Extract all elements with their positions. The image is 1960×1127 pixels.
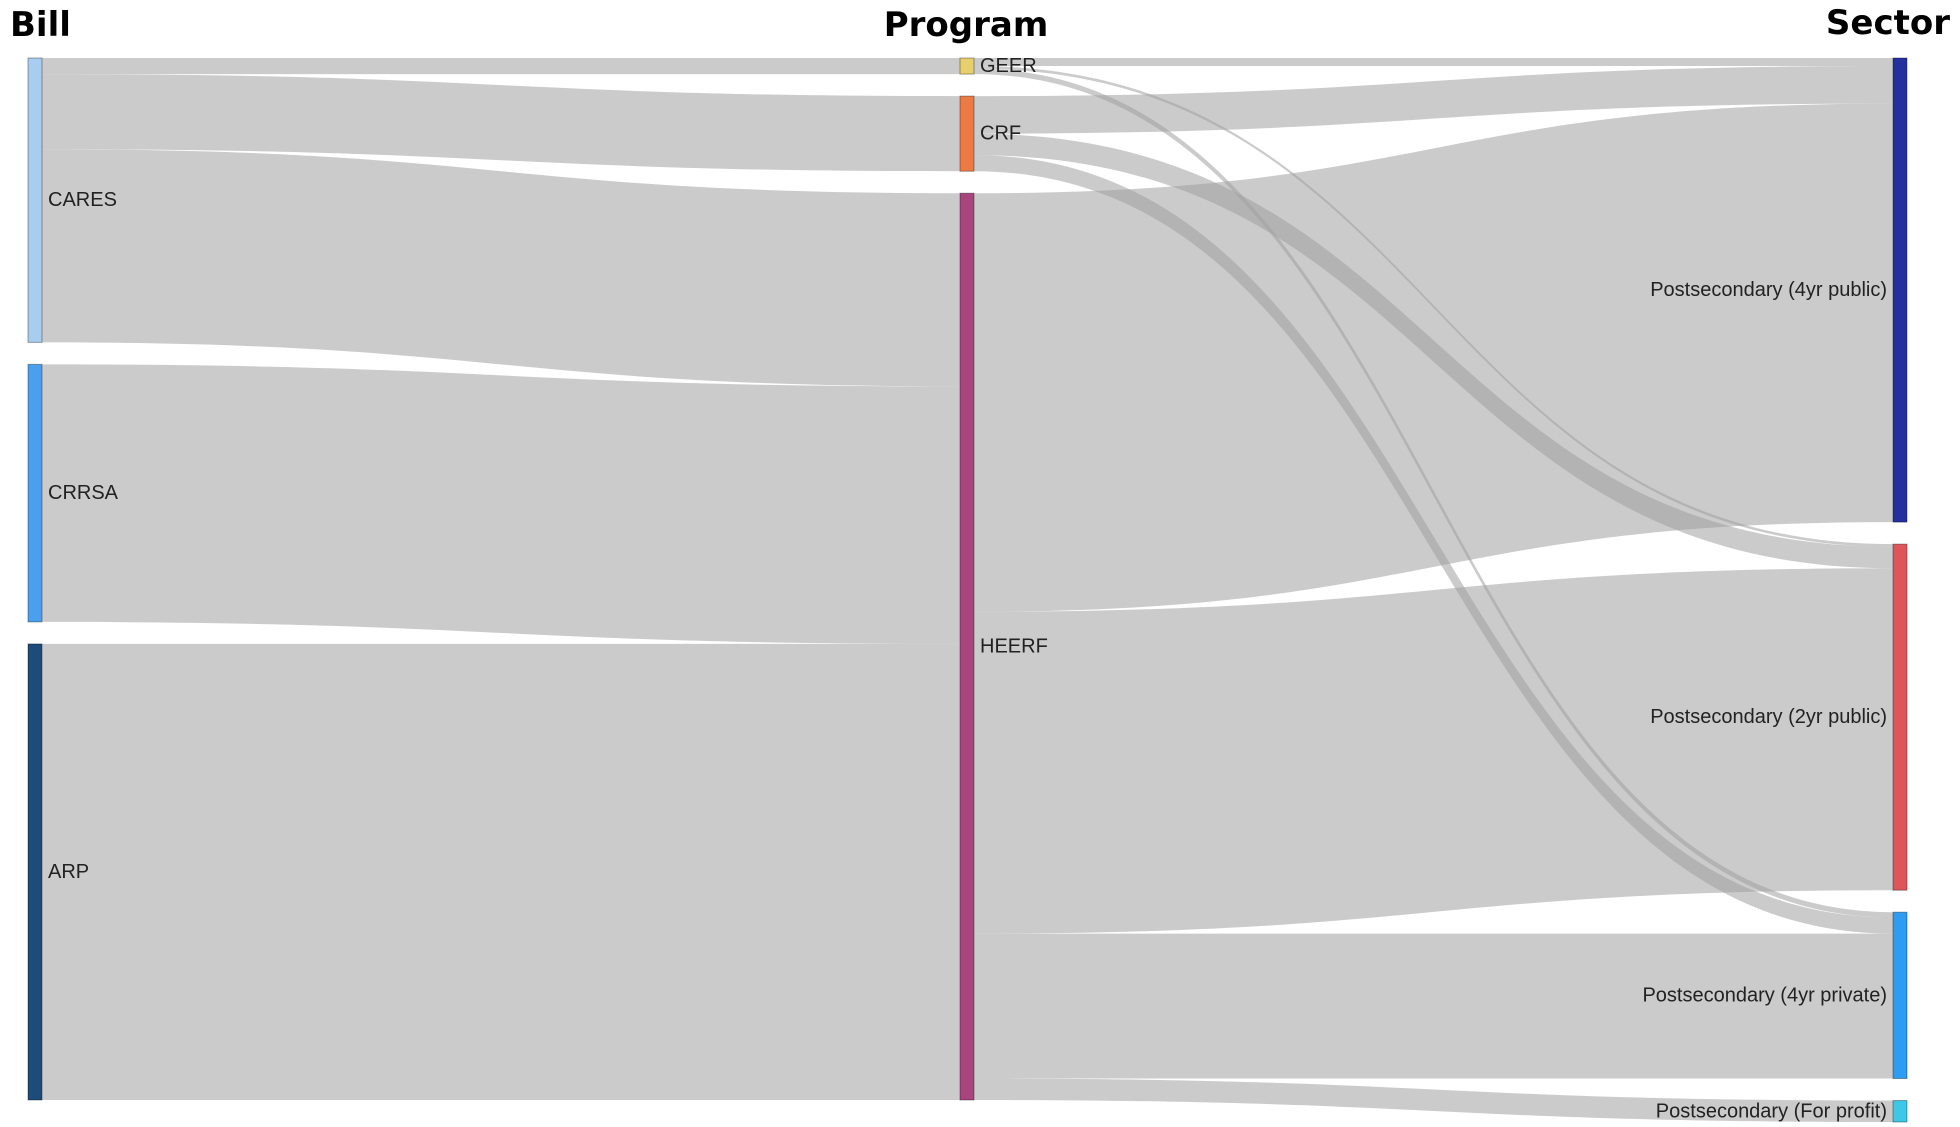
link-heerf-to-pub4 (974, 103, 1893, 612)
link-geer-to-pub4 (974, 58, 1893, 67)
node-crrsa (27, 363, 43, 623)
node-label-priv4: Postsecondary (4yr private) (1642, 984, 1887, 1006)
link-arp-to-heerf (42, 643, 960, 1100)
node-label-arp: ARP (48, 861, 89, 883)
node-forprofit (1892, 1100, 1908, 1123)
column-titles: Bill Program Sector (10, 3, 1950, 45)
link-cares-to-geer (42, 58, 960, 75)
node-geer (959, 57, 975, 75)
nodes (27, 57, 1908, 1123)
link-cares-to-heerf (42, 149, 960, 387)
flow-links (42, 58, 1893, 1122)
link-cares-to-crf (42, 74, 960, 172)
node-label-crrsa: CRRSA (48, 482, 119, 504)
node-label-heerf: HEERF (980, 636, 1048, 658)
node-label-pub2: Postsecondary (2yr public) (1650, 706, 1887, 728)
node-crf (959, 95, 975, 172)
node-cares (27, 57, 43, 343)
node-label-geer: GEER (980, 55, 1037, 77)
node-heerf (959, 192, 975, 1101)
link-heerf-to-forprofit (974, 1078, 1893, 1122)
node-arp (27, 643, 43, 1101)
node-label-pub4: Postsecondary (4yr public) (1650, 279, 1887, 301)
column-title-sector: Sector (1826, 3, 1950, 43)
link-crf-to-pub4 (974, 66, 1893, 134)
node-labels: CARES CRRSA ARP GEER CRF HEERF Postsecondary (… (48, 55, 1887, 1122)
node-pub4 (1892, 57, 1908, 523)
link-heerf-to-pub2 (974, 568, 1893, 934)
node-pub2 (1892, 543, 1908, 891)
column-title-program: Program (884, 5, 1049, 45)
node-label-cares: CARES (48, 189, 117, 211)
node-label-crf: CRF (980, 123, 1021, 145)
link-heerf-to-priv4 (974, 933, 1893, 1079)
link-crrsa-to-heerf (42, 364, 960, 644)
column-title-bill: Bill (10, 5, 71, 45)
node-label-forprofit: Postsecondary (For profit) (1656, 1100, 1887, 1122)
node-priv4 (1892, 911, 1908, 1080)
